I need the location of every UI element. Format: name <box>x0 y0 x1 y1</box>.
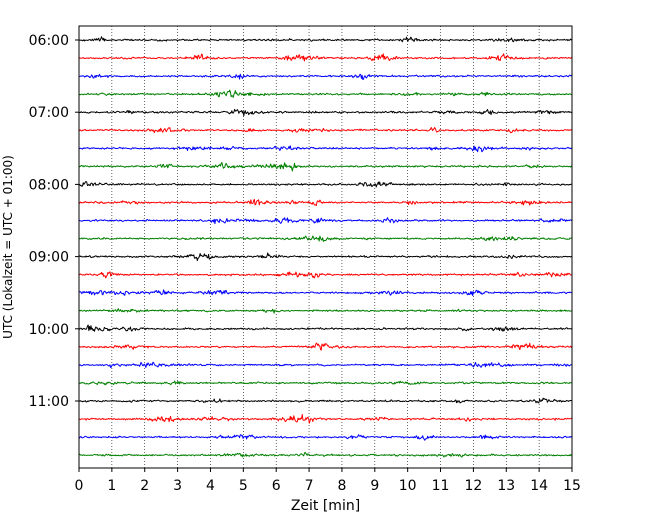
trace-line-20 <box>78 397 573 404</box>
x-tick-label-5: 5 <box>239 478 248 494</box>
y-axis-ticks: 06:00 07:00 08:00 09:00 10:00 11:00 <box>29 33 79 410</box>
y-tick-label-0: 06:00 <box>29 33 69 49</box>
trace-line-10 <box>78 217 573 225</box>
trace-line-16 <box>78 324 573 332</box>
trace-line-6 <box>78 145 573 153</box>
y-tick-label-2: 08:00 <box>29 177 69 193</box>
trace-line-13 <box>78 271 573 279</box>
x-tick-label-12: 12 <box>464 478 482 494</box>
x-tick-label-1: 1 <box>107 478 116 494</box>
trace-line-14 <box>78 289 573 296</box>
trace-line-15 <box>78 308 573 314</box>
trace-line-21 <box>78 414 573 424</box>
trace-line-18 <box>78 361 573 369</box>
x-tick-label-13: 13 <box>497 478 515 494</box>
x-axis-ticks: 0 1 2 3 4 5 6 7 8 9 10 11 12 13 14 15 <box>75 468 581 494</box>
trace-lines <box>78 36 573 458</box>
x-tick-label-4: 4 <box>206 478 215 494</box>
trace-line-5 <box>78 127 573 134</box>
x-tick-label-0: 0 <box>75 478 84 494</box>
y-tick-label-4: 10:00 <box>29 322 69 338</box>
trace-line-8 <box>78 181 573 188</box>
trace-line-17 <box>78 342 573 351</box>
x-tick-label-3: 3 <box>173 478 182 494</box>
trace-line-12 <box>78 252 573 262</box>
x-tick-label-7: 7 <box>305 478 314 494</box>
y-tick-label-5: 11:00 <box>29 394 69 410</box>
x-tick-label-11: 11 <box>432 478 450 494</box>
trace-line-23 <box>78 451 573 458</box>
trace-line-3 <box>78 89 573 98</box>
y-tick-label-3: 09:00 <box>29 250 69 266</box>
x-tick-label-9: 9 <box>370 478 379 494</box>
trace-line-1 <box>78 53 573 62</box>
x-tick-label-8: 8 <box>337 478 346 494</box>
x-tick-label-10: 10 <box>399 478 417 494</box>
trace-line-4 <box>78 108 573 117</box>
x-tick-label-6: 6 <box>272 478 281 494</box>
x-axis-label: Zeit [min] <box>291 498 360 514</box>
trace-line-2 <box>78 73 573 81</box>
x-tick-label-14: 14 <box>530 478 548 494</box>
trace-line-9 <box>78 198 573 206</box>
plot-frame <box>78 25 573 469</box>
x-tick-label-2: 2 <box>140 478 149 494</box>
trace-line-22 <box>78 434 573 441</box>
y-tick-label-1: 07:00 <box>29 105 69 121</box>
y-axis-label: UTC (Lokalzeit = UTC + 01:00) <box>1 155 15 339</box>
trace-line-7 <box>78 162 573 172</box>
trace-line-0 <box>78 36 573 43</box>
trace-line-19 <box>78 380 573 386</box>
trace-line-11 <box>78 235 573 242</box>
x-tick-label-15: 15 <box>563 478 581 494</box>
